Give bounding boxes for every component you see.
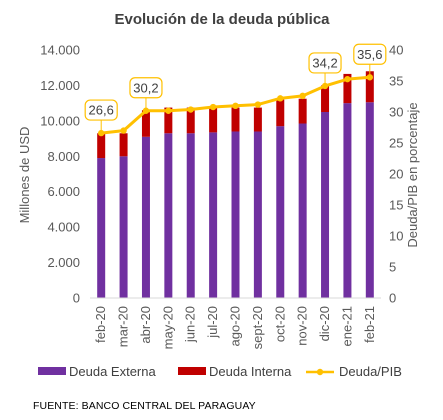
y2-tick-label: 40 xyxy=(389,43,403,58)
bar-deuda-externa xyxy=(141,136,150,298)
bar-deuda-interna xyxy=(119,133,128,157)
legend: Deuda Externa Deuda Interna Deuda/PIB xyxy=(38,364,402,379)
x-tick-label: jul-20 xyxy=(205,306,220,339)
ratio-point xyxy=(277,95,284,102)
y2-tick-label: 10 xyxy=(389,229,403,244)
legend-swatch xyxy=(178,367,206,375)
data-label-box xyxy=(84,99,118,121)
bar-deuda-externa xyxy=(321,112,330,298)
data-label-box xyxy=(353,43,387,65)
y-tick-label: 4.000 xyxy=(47,220,80,235)
y-tick-label: 6.000 xyxy=(47,184,80,199)
bar-deuda-interna xyxy=(141,110,150,137)
ratio-point xyxy=(254,101,262,108)
y-axis-right: 0 5 10 15 20 25 30 35 40 xyxy=(389,43,403,306)
y2-tick-label: 35 xyxy=(389,74,403,89)
bar-deuda-externa xyxy=(343,103,352,299)
legend-label: Deuda Externa xyxy=(69,364,156,379)
legend-label: Deuda/PIB xyxy=(339,364,402,379)
bar-deuda-interna xyxy=(164,107,173,134)
bar-deuda-interna xyxy=(186,107,195,134)
data-label-text: 35,6 xyxy=(357,47,382,62)
bar-deuda-externa xyxy=(209,132,218,298)
bar-deuda-externa xyxy=(119,156,128,298)
bar-deuda-externa xyxy=(253,131,262,298)
data-label-box xyxy=(308,52,342,74)
ratio-point xyxy=(299,92,306,100)
ratio-point xyxy=(187,106,194,113)
x-tick-label: oct-20 xyxy=(272,306,287,342)
y-tick-label: 8.000 xyxy=(47,149,80,164)
bar-deuda-externa xyxy=(276,126,285,299)
x-tick-label: ago-20 xyxy=(228,306,243,346)
ratio-point xyxy=(209,103,217,111)
ratio-point xyxy=(344,75,351,83)
y2-tick-label: 20 xyxy=(389,167,403,182)
bar-deuda-externa xyxy=(97,158,106,298)
legend-swatch xyxy=(38,367,66,375)
y-tick-label: 12.000 xyxy=(40,78,80,93)
bar-deuda-externa xyxy=(186,133,195,298)
ratio-point xyxy=(321,82,329,90)
data-label-box xyxy=(129,77,163,99)
ratio-point xyxy=(232,102,239,110)
legend-swatch-marker xyxy=(316,368,324,376)
x-tick-label: dic-20 xyxy=(317,306,332,341)
bar-deuda-interna xyxy=(253,107,262,132)
y-tick-label: 14.000 xyxy=(40,43,80,58)
x-tick-label: jun-20 xyxy=(183,306,198,343)
y-axis-left: 0 2.000 4.000 6.000 8.000 10.000 12.000 14.000 xyxy=(40,43,80,306)
bar-deuda-interna xyxy=(209,107,218,133)
y-tick-label: 0 xyxy=(73,291,80,306)
bars xyxy=(97,71,374,299)
data-label-text: 26,6 xyxy=(89,103,114,118)
y2-axis-label: Deuda/PIB en porcentaje xyxy=(405,102,420,247)
ratio-point xyxy=(165,107,172,114)
bar-deuda-externa xyxy=(298,123,307,298)
x-tick-label: sept-20 xyxy=(250,306,265,349)
bar-deuda-interna xyxy=(343,73,352,104)
bar-deuda-interna xyxy=(276,99,285,127)
y-tick-label: 2.000 xyxy=(47,255,80,270)
x-tick-label: abr-20 xyxy=(138,306,153,344)
legend-label: Deuda Interna xyxy=(209,364,292,379)
bar-deuda-interna xyxy=(97,133,106,159)
x-tick-label: ene-21 xyxy=(339,306,354,346)
ratio-point xyxy=(142,107,150,114)
y2-tick-label: 30 xyxy=(389,105,403,120)
x-axis: feb-20 mar-20 abr-20 may-20 jun-20 jul-20 ago-… xyxy=(93,306,377,349)
bar-deuda-externa xyxy=(365,102,374,298)
source-note: FUENTE: BANCO CENTRAL DEL PARAGUAY xyxy=(33,400,256,412)
ratio-point xyxy=(120,127,127,134)
data-label-text: 34,2 xyxy=(312,55,337,70)
bar-deuda-interna xyxy=(321,85,330,112)
y-axis-label: Millones de USD xyxy=(17,127,32,224)
bar-deuda-externa xyxy=(164,133,173,298)
x-tick-label: may-20 xyxy=(160,306,175,349)
data-label-text: 30,2 xyxy=(133,80,158,95)
y2-tick-label: 5 xyxy=(389,260,396,275)
bar-deuda-externa xyxy=(231,131,240,298)
bar-deuda-interna xyxy=(298,98,307,124)
bar-deuda-interna xyxy=(231,107,240,132)
y2-tick-label: 0 xyxy=(389,291,396,306)
bar-deuda-interna xyxy=(365,71,374,103)
x-tick-label: mar-20 xyxy=(116,306,131,347)
y2-tick-label: 25 xyxy=(389,136,403,151)
chart-title: Evolución de la deuda pública xyxy=(114,11,330,28)
data-labels: 26,6 30,2 34,2 35,6 xyxy=(84,43,387,134)
y2-tick-label: 15 xyxy=(389,198,403,213)
x-tick-label: feb-21 xyxy=(362,306,377,343)
x-tick-label: feb-20 xyxy=(93,306,108,343)
x-tick-label: nov-20 xyxy=(295,306,310,346)
y-tick-label: 10.000 xyxy=(40,113,80,128)
